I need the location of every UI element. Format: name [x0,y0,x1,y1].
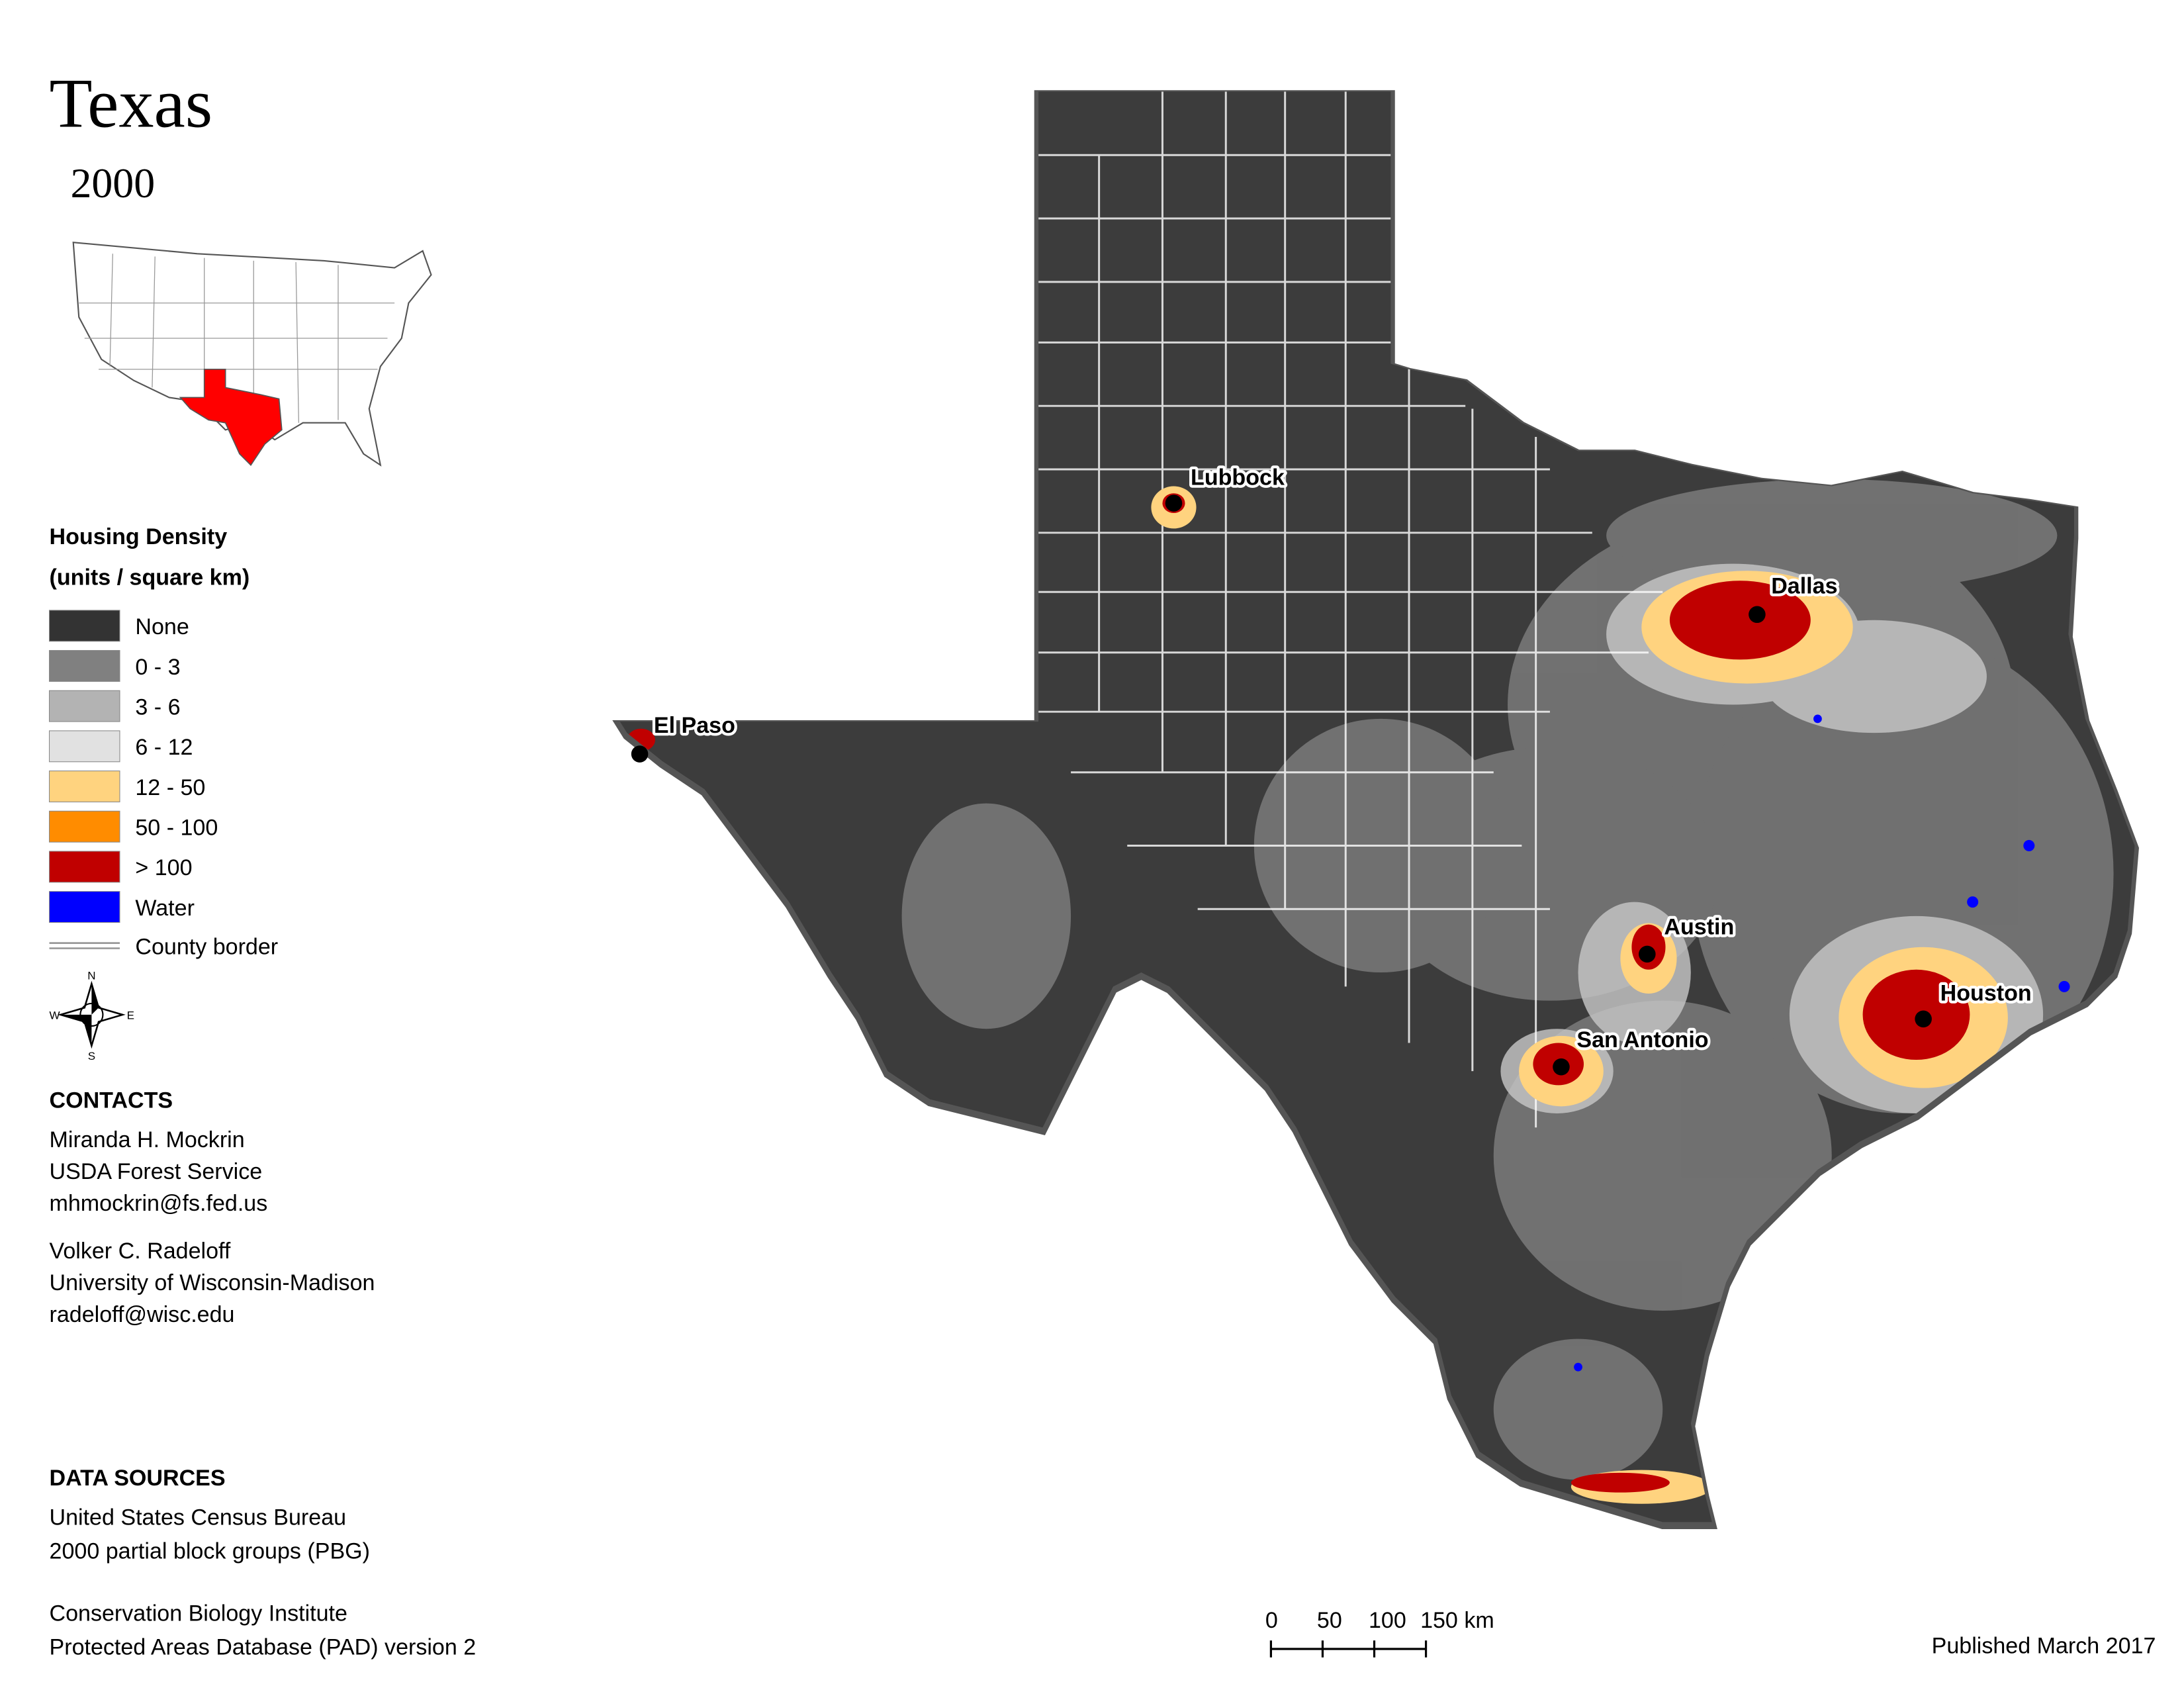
contact-line: mhmockrin@fs.fed.us [50,1191,268,1216]
legend-swatch [48,771,120,802]
legend-label: Water [135,896,195,921]
legend-label: 3 - 6 [135,694,180,720]
cities: Lubbock El Paso Dallas Austin San Antonio Hou… [631,462,2034,1076]
source-line: 2000 partial block groups (PBG) [50,1539,370,1564]
city-dot [1165,494,1183,512]
sources-title: DATA SOURCES [50,1466,226,1491]
legend-subtitle: (units / square km) [50,565,250,590]
texts: Miranda H. Mockrin USDA Forest Service mhm… [50,1127,477,1660]
city-dot [1553,1058,1570,1076]
legend-label: County border [135,934,278,959]
city-dot [631,745,649,763]
legend-swatch [48,610,120,642]
year: 2000 [70,160,155,207]
compass-w: W [50,1009,60,1021]
contact-line: Miranda H. Mockrin [50,1127,245,1152]
city-label: Houston [1940,981,2032,1006]
scale-label: 100 [1369,1608,1406,1633]
compass-s: S [88,1050,95,1062]
source-line: United States Census Bureau [50,1505,347,1530]
legend-label: 6 - 12 [135,735,193,760]
legend-label: > 100 [135,855,192,880]
city-label: San Antonio [1576,1027,1708,1053]
legend-swatch [48,650,120,682]
legend-label: 12 - 50 [135,775,205,800]
source-line: Conservation Biology Institute [50,1601,347,1626]
scale-label: 50 [1317,1608,1342,1633]
city-label: Lubbock [1191,465,1285,490]
contact-line: radeloff@wisc.edu [50,1302,235,1327]
city-dot [1749,606,1766,624]
city-label: Austin [1664,915,1734,940]
city-dot [1915,1010,1932,1028]
compass-e: E [127,1009,134,1021]
contact-line: University of Wisconsin-Madison [50,1270,375,1295]
legend-title: Housing Density [50,524,228,549]
inset-map [72,242,432,467]
legend-label: 0 - 3 [135,655,180,680]
legend-swatch [48,690,120,722]
compass-n: N [87,970,95,982]
scale-label: 150 km [1420,1608,1494,1633]
city-label: Dallas [1771,573,1837,598]
legend-label: None [135,614,189,639]
scale-label: 0 [1265,1608,1278,1633]
legend-label: 50 - 100 [135,815,218,840]
legend-swatch [48,891,120,923]
legend-swatch [48,730,120,763]
city-label: El Paso [654,713,735,738]
title: Texas [50,65,213,143]
published: Published March 2017 [1932,1633,2156,1658]
contact-line: USDA Forest Service [50,1159,263,1184]
city-dot [1639,945,1656,963]
contacts-title: CONTACTS [50,1088,173,1113]
texas-map [620,91,2135,1524]
compass: N E S W [50,970,134,1062]
legend-swatch [48,810,120,843]
contact-line: Volker C. Radeloff [50,1239,231,1264]
legend-swatch [48,851,120,883]
legend: Housing Density (units / square km) Coun… [48,524,278,959]
scale-bar: 0 50 100 150 km [1265,1608,1494,1658]
source-line: Protected Areas Database (PAD) version 2 [50,1635,477,1660]
